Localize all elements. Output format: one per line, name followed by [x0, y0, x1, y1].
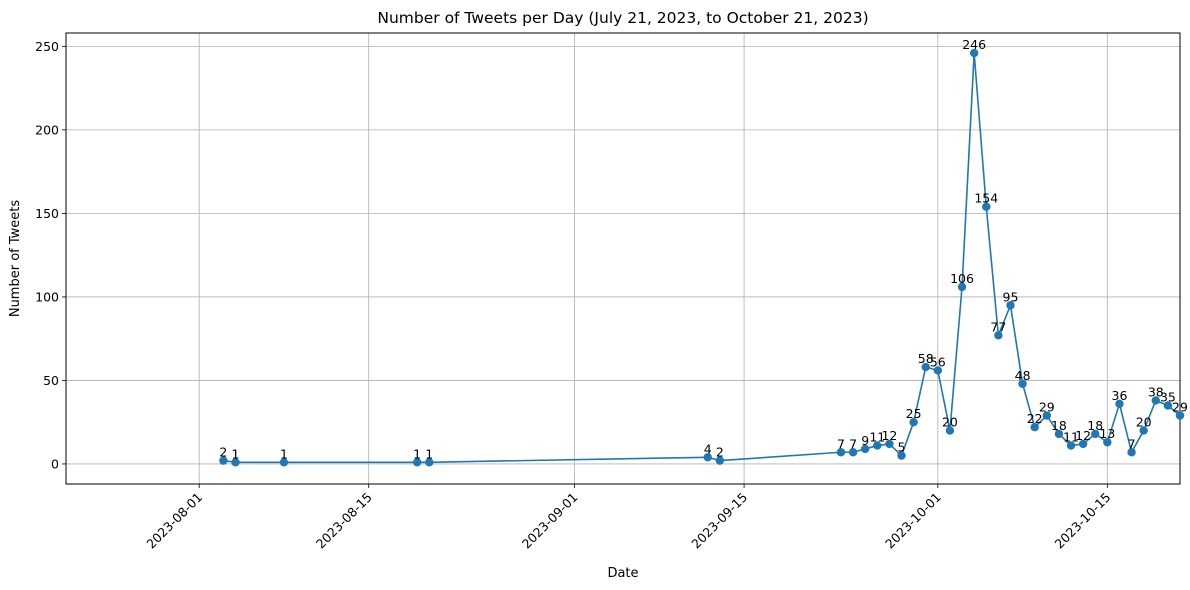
data-label: 7 [1128, 436, 1136, 451]
x-tick-label: 2023-10-15 [1051, 490, 1113, 552]
data-label: 18 [1087, 418, 1103, 433]
data-point [909, 417, 918, 427]
data-point [1091, 429, 1100, 439]
data-point [848, 448, 858, 457]
data-point [1018, 379, 1027, 388]
y-tick-label: 200 [35, 122, 59, 137]
data-label: 1 [413, 446, 421, 461]
data-point [860, 444, 870, 454]
series-line-group [219, 48, 1185, 467]
series-line [223, 52, 1181, 464]
data-label: 20 [942, 415, 958, 430]
x-tick-label: 2023-08-01 [143, 490, 205, 552]
y-tick-label: 50 [43, 373, 59, 388]
data-point [897, 451, 906, 460]
data-label: 58 [918, 351, 934, 366]
data-point [1030, 423, 1039, 432]
data-label: 154 [974, 191, 998, 206]
data-label: 56 [930, 354, 946, 369]
data-label: 7 [837, 436, 845, 451]
data-label: 77 [990, 319, 1006, 334]
x-tick-label: 2023-09-15 [688, 490, 750, 552]
data-label: 25 [906, 406, 922, 421]
data-point [231, 458, 240, 467]
y-axis-title: Number of Tweets [8, 200, 23, 318]
data-point [1042, 411, 1052, 420]
data-point [836, 448, 846, 457]
data-label: 7 [849, 436, 857, 451]
data-label: 1 [232, 446, 240, 461]
x-axis-title: Date [607, 566, 638, 581]
data-label: 13 [1099, 426, 1115, 441]
grid [66, 33, 1180, 484]
data-label: 95 [1003, 289, 1019, 304]
data-label: 2 [716, 445, 724, 460]
x-tick-label: 2023-10-01 [882, 490, 944, 552]
data-label: 11 [1063, 430, 1079, 445]
data-labels: 2 1 1 1 1 4 27 7 9 111252558562010624615477954822… [219, 37, 1188, 461]
data-label: 48 [1015, 368, 1031, 383]
data-label: 5 [898, 440, 906, 455]
x-tick-label: 2023-09-01 [519, 490, 581, 552]
data-point [1103, 438, 1112, 447]
data-label: 12 [881, 428, 897, 443]
data-label: 2 [219, 445, 227, 460]
data-point [279, 458, 289, 467]
data-label: 29 [1172, 400, 1188, 415]
data-point [1006, 301, 1015, 310]
plot-area-frame [65, 32, 1181, 485]
data-point [1078, 439, 1088, 449]
data-point [1127, 448, 1136, 457]
data-point [1139, 426, 1148, 435]
data-point [412, 458, 422, 467]
y-tick-label: 100 [35, 289, 59, 304]
data-point [873, 441, 882, 450]
data-point [219, 456, 228, 465]
data-point [1163, 401, 1173, 410]
data-label: 9 [861, 433, 869, 448]
data-point [957, 282, 967, 292]
data-point [1175, 411, 1185, 420]
data-point [945, 426, 955, 435]
data-label: 1 [280, 446, 288, 461]
data-label: 106 [950, 271, 974, 286]
data-point [1115, 399, 1124, 409]
data-point [1066, 441, 1076, 450]
data-label: 1 [425, 446, 433, 461]
y-tick-label: 150 [35, 206, 59, 221]
data-label: 12 [1075, 428, 1091, 443]
data-label: 246 [962, 37, 986, 52]
data-label: 36 [1112, 388, 1128, 403]
data-point [885, 439, 894, 449]
data-point [933, 366, 943, 375]
chart-title: Number of Tweets per Day (July 21, 2023,… [377, 9, 868, 27]
data-point [715, 456, 725, 465]
data-point [982, 202, 991, 211]
data-label: 22 [1027, 411, 1043, 426]
data-point [425, 458, 434, 467]
data-label: 35 [1160, 389, 1176, 404]
data-label: 29 [1039, 400, 1055, 415]
data-label: 4 [704, 441, 712, 456]
y-tick-label: 250 [35, 39, 59, 54]
data-label: 18 [1051, 418, 1067, 433]
data-point [703, 453, 712, 462]
data-label: 20 [1136, 415, 1152, 430]
x-tick-label: 2023-08-15 [313, 490, 375, 552]
data-point [921, 362, 930, 372]
data-point [994, 331, 1003, 340]
data-label: 11 [869, 430, 885, 445]
data-point [969, 48, 979, 58]
data-point [1151, 396, 1160, 405]
data-point [1054, 429, 1064, 439]
y-tick-label: 0 [51, 456, 59, 471]
data-label: 38 [1148, 384, 1164, 399]
